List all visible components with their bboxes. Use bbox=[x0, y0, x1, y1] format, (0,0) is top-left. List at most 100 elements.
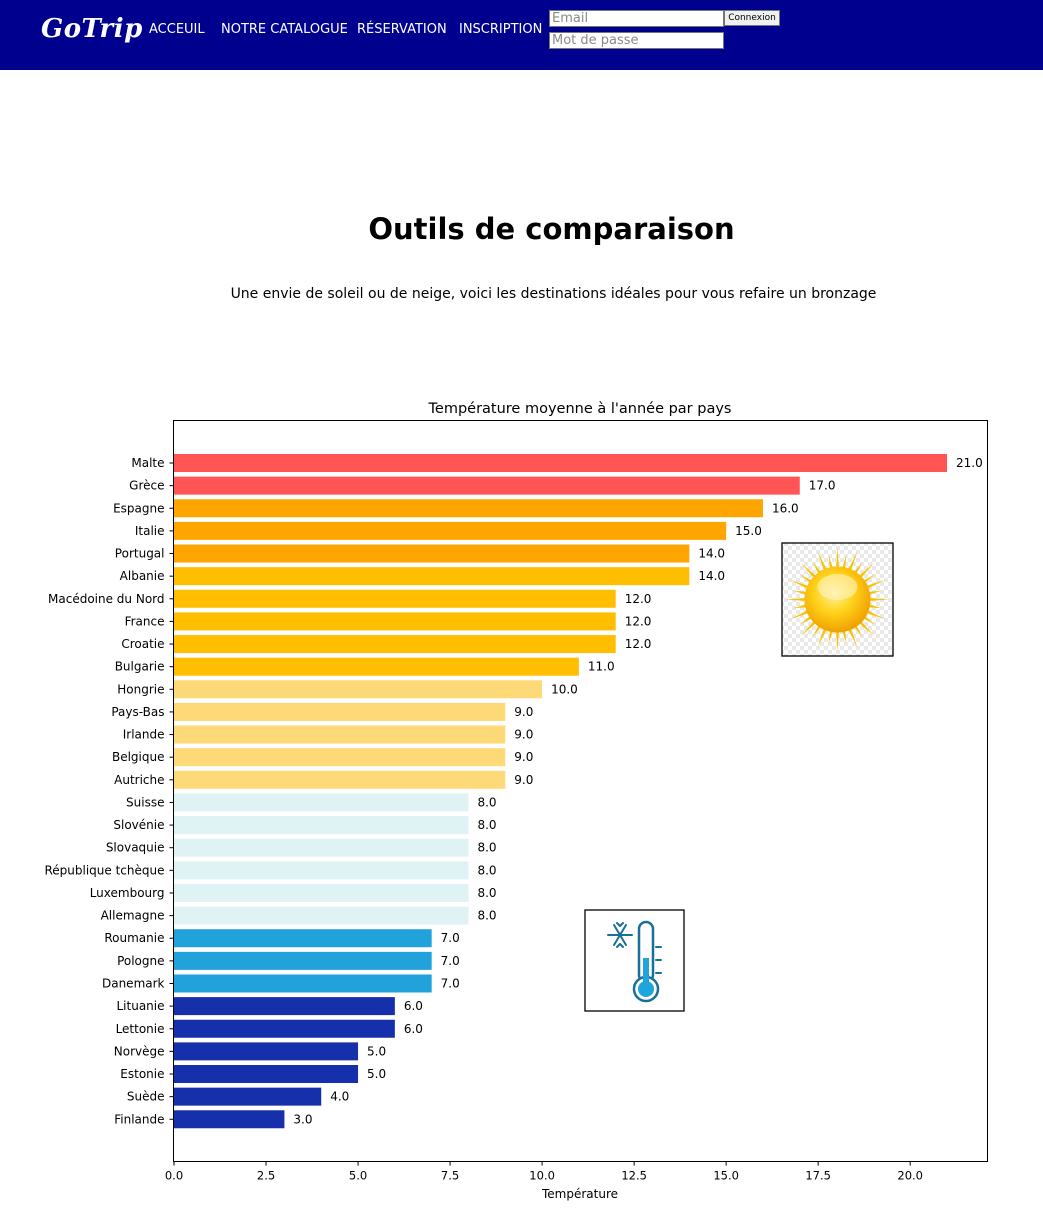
y-tick-label: Pays-Bas bbox=[111, 705, 164, 719]
sun-ray bbox=[853, 624, 863, 637]
x-tick-label: 0.0 bbox=[165, 1169, 183, 1183]
sun-ray bbox=[800, 562, 817, 579]
data-label: 7.0 bbox=[441, 954, 460, 968]
sun-ray bbox=[793, 604, 808, 609]
site-logo[interactable]: GoTrip bbox=[41, 14, 143, 44]
data-label: 21.0 bbox=[956, 456, 983, 470]
y-tick-label: Estonie bbox=[120, 1067, 164, 1081]
data-label: 8.0 bbox=[477, 886, 496, 900]
data-label: 3.0 bbox=[293, 1112, 312, 1126]
nav-link-inscription[interactable]: INSCRIPTION bbox=[459, 22, 543, 37]
page-title: Outils de comparaison bbox=[368, 212, 735, 246]
x-tick-label: 10.0 bbox=[529, 1169, 555, 1183]
sun-ray bbox=[847, 627, 858, 648]
password-input[interactable] bbox=[549, 32, 724, 49]
bar-24 bbox=[174, 997, 395, 1016]
email-input[interactable] bbox=[549, 10, 724, 27]
bar-20 bbox=[174, 906, 469, 925]
bar-25 bbox=[174, 1019, 395, 1038]
data-label: 12.0 bbox=[625, 637, 652, 651]
y-tick-label: Autriche bbox=[114, 773, 164, 787]
y-tick-label: Roumanie bbox=[104, 931, 164, 945]
bar-13 bbox=[174, 748, 506, 767]
bar-29 bbox=[174, 1110, 285, 1129]
data-label: 12.0 bbox=[625, 614, 652, 628]
data-label: 14.0 bbox=[698, 547, 725, 561]
bar-17 bbox=[174, 838, 469, 857]
y-tick-label: Macédoine du Nord bbox=[48, 592, 164, 606]
y-tick-label: Finlande bbox=[114, 1112, 164, 1126]
bar-0 bbox=[174, 454, 948, 472]
sun-ray bbox=[853, 562, 863, 575]
top-navbar: GoTrip ACCEUIL NOTRE CATALOGUE RÉSERVATI… bbox=[0, 0, 1043, 70]
data-label: 8.0 bbox=[477, 909, 496, 923]
bar-23 bbox=[174, 974, 432, 993]
y-tick-label: Croatie bbox=[121, 637, 164, 651]
y-tick-label: Malte bbox=[131, 456, 164, 470]
y-tick-label: Luxembourg bbox=[90, 886, 165, 900]
sun-ray bbox=[817, 627, 828, 648]
sun-ray bbox=[847, 551, 858, 572]
bar-21 bbox=[174, 929, 432, 948]
x-tick-label: 20.0 bbox=[897, 1169, 923, 1183]
sun-ray bbox=[858, 562, 875, 579]
snowflake-thermometer-icon bbox=[584, 909, 685, 1012]
sun-ray bbox=[828, 555, 833, 570]
x-tick-label: 17.5 bbox=[805, 1169, 831, 1183]
data-label: 7.0 bbox=[441, 976, 460, 990]
sun-ray bbox=[867, 590, 882, 595]
y-tick-label: Irlande bbox=[123, 728, 165, 742]
y-tick-label: Slovaquie bbox=[106, 841, 165, 855]
sun-icon bbox=[781, 542, 894, 657]
y-tick-label: Suède bbox=[127, 1090, 165, 1104]
sun-ray bbox=[862, 615, 875, 625]
x-tick-label: 12.5 bbox=[621, 1169, 647, 1183]
bar-3 bbox=[174, 521, 727, 540]
data-label: 10.0 bbox=[551, 682, 578, 696]
sun-ray bbox=[785, 598, 807, 601]
bar-16 bbox=[174, 816, 469, 835]
sun-ray bbox=[836, 630, 839, 652]
sun-ray bbox=[817, 551, 828, 572]
sun-ray bbox=[800, 620, 817, 637]
bar-7 bbox=[174, 612, 616, 631]
x-tick-label: 2.5 bbox=[257, 1169, 275, 1183]
y-tick-label: Portugal bbox=[115, 547, 165, 561]
data-label: 6.0 bbox=[404, 1022, 423, 1036]
y-tick-label: Albanie bbox=[120, 569, 165, 583]
y-tick-label: Grèce bbox=[129, 479, 164, 493]
nav-link-reservation[interactable]: RÉSERVATION bbox=[357, 22, 447, 37]
x-axis-label: Température bbox=[541, 1187, 618, 1201]
sun-ray bbox=[867, 604, 882, 609]
y-tick-label: Belgique bbox=[112, 750, 165, 764]
data-label: 9.0 bbox=[514, 773, 533, 787]
bar-11 bbox=[174, 702, 506, 721]
data-label: 12.0 bbox=[625, 592, 652, 606]
data-label: 5.0 bbox=[367, 1044, 386, 1058]
login-button[interactable]: Connexion bbox=[724, 10, 780, 26]
x-tick-label: 5.0 bbox=[349, 1169, 367, 1183]
data-label: 8.0 bbox=[477, 818, 496, 832]
y-tick-label: Slovénie bbox=[113, 818, 164, 832]
y-tick-label: Espagne bbox=[113, 501, 164, 515]
bar-19 bbox=[174, 883, 469, 902]
y-tick-label: République tchèque bbox=[44, 863, 164, 877]
sun-ray bbox=[865, 609, 886, 620]
bar-8 bbox=[174, 635, 616, 654]
data-label: 8.0 bbox=[477, 841, 496, 855]
temperature-bar-chart: Température moyenne à l'année par pays M… bbox=[44, 401, 988, 1201]
y-tick-label: Pologne bbox=[117, 954, 164, 968]
sun-ray bbox=[800, 615, 813, 625]
y-tick-label: France bbox=[125, 614, 165, 628]
nav-link-catalogue[interactable]: NOTRE CATALOGUE bbox=[221, 22, 348, 37]
bar-28 bbox=[174, 1087, 322, 1106]
y-tick-label: Hongrie bbox=[117, 682, 164, 696]
nav-link-accueil[interactable]: ACCEUIL bbox=[149, 22, 205, 37]
bar-15 bbox=[174, 793, 469, 812]
sun-ray bbox=[812, 624, 822, 637]
sun-ray bbox=[812, 562, 822, 575]
y-tick-label: Norvège bbox=[114, 1044, 165, 1058]
y-tick-label: Italie bbox=[135, 524, 165, 538]
bar-2 bbox=[174, 499, 763, 518]
bar-4 bbox=[174, 544, 690, 563]
